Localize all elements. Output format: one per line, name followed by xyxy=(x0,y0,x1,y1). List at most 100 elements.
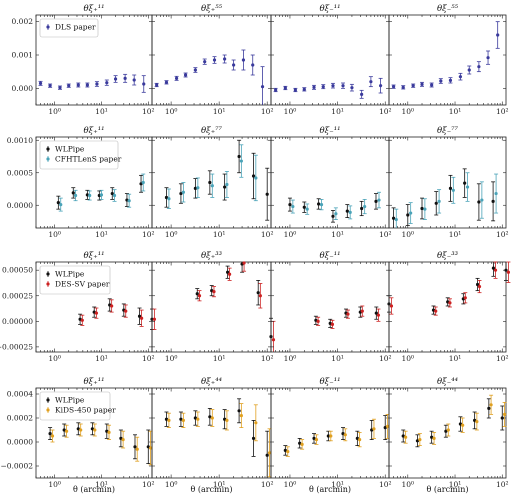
panel-title: θξ₋⁴⁴ xyxy=(437,377,459,387)
panel-r3-c2: θξ₋¹¹ 10⁰ 10¹ 10² xyxy=(270,377,392,489)
data-point xyxy=(420,206,424,211)
x-axis-label: θ (arcmin) xyxy=(191,485,233,494)
data-point xyxy=(437,199,441,203)
data-point xyxy=(461,423,465,427)
panel-title: θξ₊¹¹ xyxy=(83,4,104,14)
x-axis-label: θ (arcmin) xyxy=(309,485,351,494)
x-tick-label: 10² xyxy=(261,107,274,116)
data-point xyxy=(491,266,496,270)
panel-frame xyxy=(151,261,272,353)
data-point xyxy=(112,193,117,198)
series-reference xyxy=(394,172,499,228)
data-point xyxy=(225,418,229,422)
panel-r3-c1: θξ₊⁴⁴ 10⁰ 10¹ 10² xyxy=(151,377,273,489)
data-point xyxy=(350,86,354,90)
data-point xyxy=(254,176,258,180)
data-point xyxy=(258,294,262,298)
data-point xyxy=(85,83,89,87)
data-point xyxy=(132,78,136,82)
data-point xyxy=(330,322,335,326)
series-reference xyxy=(166,403,272,478)
panel-title: θξ₋⁷⁷ xyxy=(437,126,459,136)
panel-r0-c3: θξ₋⁵⁵ 10⁰ 10¹ 10² xyxy=(388,4,509,116)
x-tick-label: 10² xyxy=(142,230,155,239)
panel-title: θξ₋¹¹ xyxy=(319,4,340,14)
data-point xyxy=(127,199,131,203)
data-point xyxy=(95,82,99,86)
data-point xyxy=(50,434,55,438)
data-point xyxy=(316,319,320,323)
data-point xyxy=(319,203,324,207)
panel-title: θξ₊⁴⁴ xyxy=(201,377,223,387)
series-main xyxy=(56,174,144,210)
data-point xyxy=(251,63,255,67)
legend-box xyxy=(39,140,119,170)
data-point xyxy=(196,186,200,190)
data-point xyxy=(434,309,438,313)
legend-label: DLS paper xyxy=(55,23,96,32)
panel-title: θξ₊¹¹ xyxy=(83,126,104,136)
series-reference xyxy=(197,261,276,352)
series-reference xyxy=(285,413,390,457)
y-tick-label: 0.00000 xyxy=(2,317,33,326)
data-point xyxy=(312,85,316,89)
x-tick-label: 10⁰ xyxy=(402,230,415,239)
data-point xyxy=(164,417,169,421)
data-point xyxy=(477,65,481,69)
series-main xyxy=(391,21,500,90)
data-point xyxy=(265,192,269,196)
data-point xyxy=(90,427,94,431)
data-point xyxy=(94,311,99,315)
data-point xyxy=(321,85,325,89)
data-point xyxy=(494,191,498,196)
panel-frame xyxy=(388,14,507,106)
data-point xyxy=(59,203,63,207)
data-point xyxy=(208,415,212,419)
data-point xyxy=(181,418,185,422)
data-point xyxy=(58,86,62,90)
x-tick-label: 10⁰ xyxy=(402,107,415,116)
data-point xyxy=(193,68,197,72)
panel-r0-c1: θξ₊⁵⁵ 10⁰ 10¹ 10² xyxy=(151,4,274,116)
data-point xyxy=(458,75,463,79)
panel-frame xyxy=(151,387,272,479)
y-tick-label: 0.00050 xyxy=(2,266,33,275)
x-tick-label: 10⁰ xyxy=(48,230,61,239)
data-point xyxy=(293,88,297,92)
data-point xyxy=(64,429,69,433)
panel-frame xyxy=(270,261,390,353)
data-point xyxy=(444,429,448,433)
data-point xyxy=(225,182,229,187)
x-tick-label: 10² xyxy=(142,354,155,363)
y-tick-label: 0.00025 xyxy=(2,291,33,300)
data-point xyxy=(48,84,52,88)
panel-r2-c2: θξ₋¹¹ 10⁰ 10¹ 10² xyxy=(270,251,394,363)
data-point xyxy=(135,447,139,451)
data-point xyxy=(48,432,52,436)
x-tick-label: 10¹ xyxy=(95,230,108,239)
data-point xyxy=(110,304,114,308)
data-point xyxy=(432,436,436,440)
data-point xyxy=(465,185,470,189)
series-reference xyxy=(166,144,258,209)
data-point xyxy=(411,84,415,88)
data-point xyxy=(38,81,43,85)
x-tick-label: 10¹ xyxy=(95,354,108,363)
data-point xyxy=(385,424,390,428)
data-point xyxy=(107,430,111,434)
x-tick-label: 10¹ xyxy=(213,354,226,363)
data-point xyxy=(67,84,71,88)
legend-marker xyxy=(46,147,50,151)
data-point xyxy=(93,428,97,432)
panel-r2-c0: θξ₊¹¹ 10⁰ 10¹ 10² −0.00025 0.00000 0.00025 0.00… xyxy=(0,251,157,363)
panel-r3-c0: θξ₊¹¹ 10⁰ 10¹ 10² −0.0002 0.0000 0.0002 0.0004 xyxy=(0,377,154,489)
data-point xyxy=(487,406,491,410)
series-main xyxy=(78,298,154,330)
data-point xyxy=(239,414,243,418)
data-point xyxy=(76,83,80,87)
y-tick-label: 0.002 xyxy=(12,17,34,26)
legend-marker xyxy=(46,398,50,402)
x-tick-label: 10⁰ xyxy=(402,480,415,489)
data-point xyxy=(152,317,156,321)
data-point xyxy=(401,434,405,438)
